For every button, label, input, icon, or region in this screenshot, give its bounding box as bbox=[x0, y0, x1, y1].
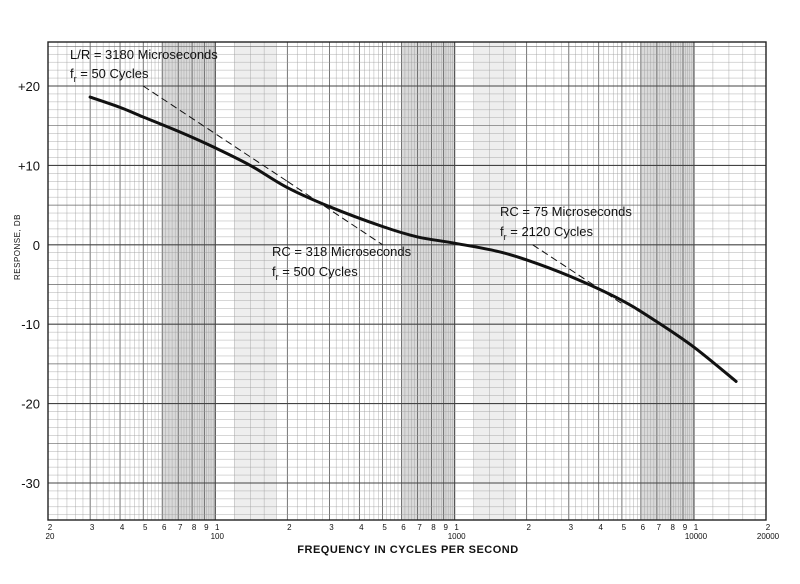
x-minor-tick-label: 7 bbox=[657, 523, 662, 532]
y-tick-label: 0 bbox=[33, 238, 40, 253]
x-minor-tick-label: 5 bbox=[622, 523, 627, 532]
grid-band bbox=[473, 42, 516, 520]
x-minor-tick-label: 8 bbox=[192, 523, 197, 532]
x-minor-tick-label: 2 bbox=[48, 523, 53, 532]
x-major-tick-label: 20000 bbox=[757, 532, 780, 541]
x-minor-tick-label: 5 bbox=[143, 523, 148, 532]
x-major-tick-label: 100 bbox=[211, 532, 225, 541]
x-minor-tick-label: 8 bbox=[431, 523, 436, 532]
x-minor-tick-label: 7 bbox=[417, 523, 422, 532]
response-curve bbox=[88, 95, 738, 383]
y-tick-label: -20 bbox=[21, 397, 40, 412]
annotation-rc-75: RC = 75 Microseconds fr = 2120 Cycles bbox=[500, 204, 632, 242]
x-major-tick-label: 10000 bbox=[685, 532, 708, 541]
x-minor-tick-label: 1 bbox=[215, 523, 220, 532]
x-minor-tick-label: 6 bbox=[162, 523, 167, 532]
asymptote-line bbox=[287, 180, 383, 246]
x-minor-tick-label: 7 bbox=[178, 523, 183, 532]
x-minor-tick-label: 1 bbox=[454, 523, 459, 532]
x-minor-tick-label: 4 bbox=[598, 523, 603, 532]
x-minor-tick-label: 2 bbox=[766, 523, 771, 532]
x-minor-tick-label: 9 bbox=[443, 523, 448, 532]
x-minor-tick-label: 9 bbox=[204, 523, 209, 532]
x-minor-tick-label: 6 bbox=[641, 523, 646, 532]
grid bbox=[47, 42, 767, 520]
x-minor-tick-label: 4 bbox=[359, 523, 364, 532]
x-minor-tick-label: 3 bbox=[569, 523, 574, 532]
x-major-tick-label: 1000 bbox=[448, 532, 466, 541]
x-major-tick-labels: 20 100 1000 10000 20000 bbox=[46, 532, 780, 541]
y-tick-label: -30 bbox=[21, 476, 40, 491]
y-tick-label: -10 bbox=[21, 317, 40, 332]
grid-band bbox=[234, 42, 277, 520]
annotation-line: L/R = 3180 Microseconds bbox=[70, 47, 218, 62]
y-axis-title: RESPONSE, DB bbox=[13, 214, 22, 280]
x-axis-title: FREQUENCY IN CYCLES PER SECOND bbox=[297, 544, 518, 556]
annotation-main: f bbox=[500, 224, 504, 239]
annotation-line: RC = 75 Microseconds bbox=[500, 204, 632, 219]
x-minor-tick-label: 8 bbox=[671, 523, 676, 532]
x-minor-tick-label: 2 bbox=[526, 523, 531, 532]
x-minor-tick-label: 2 bbox=[287, 523, 292, 532]
annotation-line: RC = 318 Microseconds bbox=[272, 244, 412, 259]
asymptote-line bbox=[532, 244, 623, 305]
annotation-subscript: r bbox=[276, 272, 279, 282]
annotation-rest: = 2120 Cycles bbox=[507, 224, 594, 239]
annotation-lr-3180: L/R = 3180 Microseconds fr = 50 Cycles bbox=[70, 47, 218, 84]
x-minor-tick-label: 3 bbox=[90, 523, 95, 532]
y-tick-labels: +20 +10 0 -10 -20 -30 bbox=[18, 79, 40, 491]
annotation-rc-318: RC = 318 Microseconds fr = 500 Cycles bbox=[272, 244, 412, 282]
annotation-line: fr = 2120 Cycles bbox=[500, 224, 593, 242]
annotation-main: f bbox=[272, 264, 276, 279]
annotation-line: fr = 500 Cycles bbox=[272, 264, 358, 282]
annotation-main: f bbox=[70, 66, 74, 81]
x-major-tick-label: 20 bbox=[46, 532, 55, 541]
annotation-subscript: r bbox=[504, 232, 507, 242]
x-minor-tick-label: 3 bbox=[329, 523, 334, 532]
x-minor-tick-label: 6 bbox=[401, 523, 406, 532]
grid-band bbox=[401, 42, 455, 520]
annotation-subscript: r bbox=[74, 74, 77, 84]
grid-band bbox=[640, 42, 694, 520]
x-minor-tick-label: 1 bbox=[694, 523, 699, 532]
y-tick-label: +20 bbox=[18, 79, 40, 94]
series-layer bbox=[88, 85, 738, 383]
y-tick-label: +10 bbox=[18, 158, 40, 173]
x-minor-tick-label: 4 bbox=[120, 523, 125, 532]
asymptote-line bbox=[142, 85, 288, 182]
annotation-rest: = 500 Cycles bbox=[279, 264, 359, 279]
plot-frame bbox=[47, 41, 767, 521]
grid-band bbox=[162, 42, 216, 520]
annotation-rest: = 50 Cycles bbox=[77, 66, 149, 81]
x-minor-tick-label: 5 bbox=[382, 523, 387, 532]
x-minor-tick-label: 9 bbox=[683, 523, 688, 532]
annotation-line: fr = 50 Cycles bbox=[70, 66, 149, 84]
